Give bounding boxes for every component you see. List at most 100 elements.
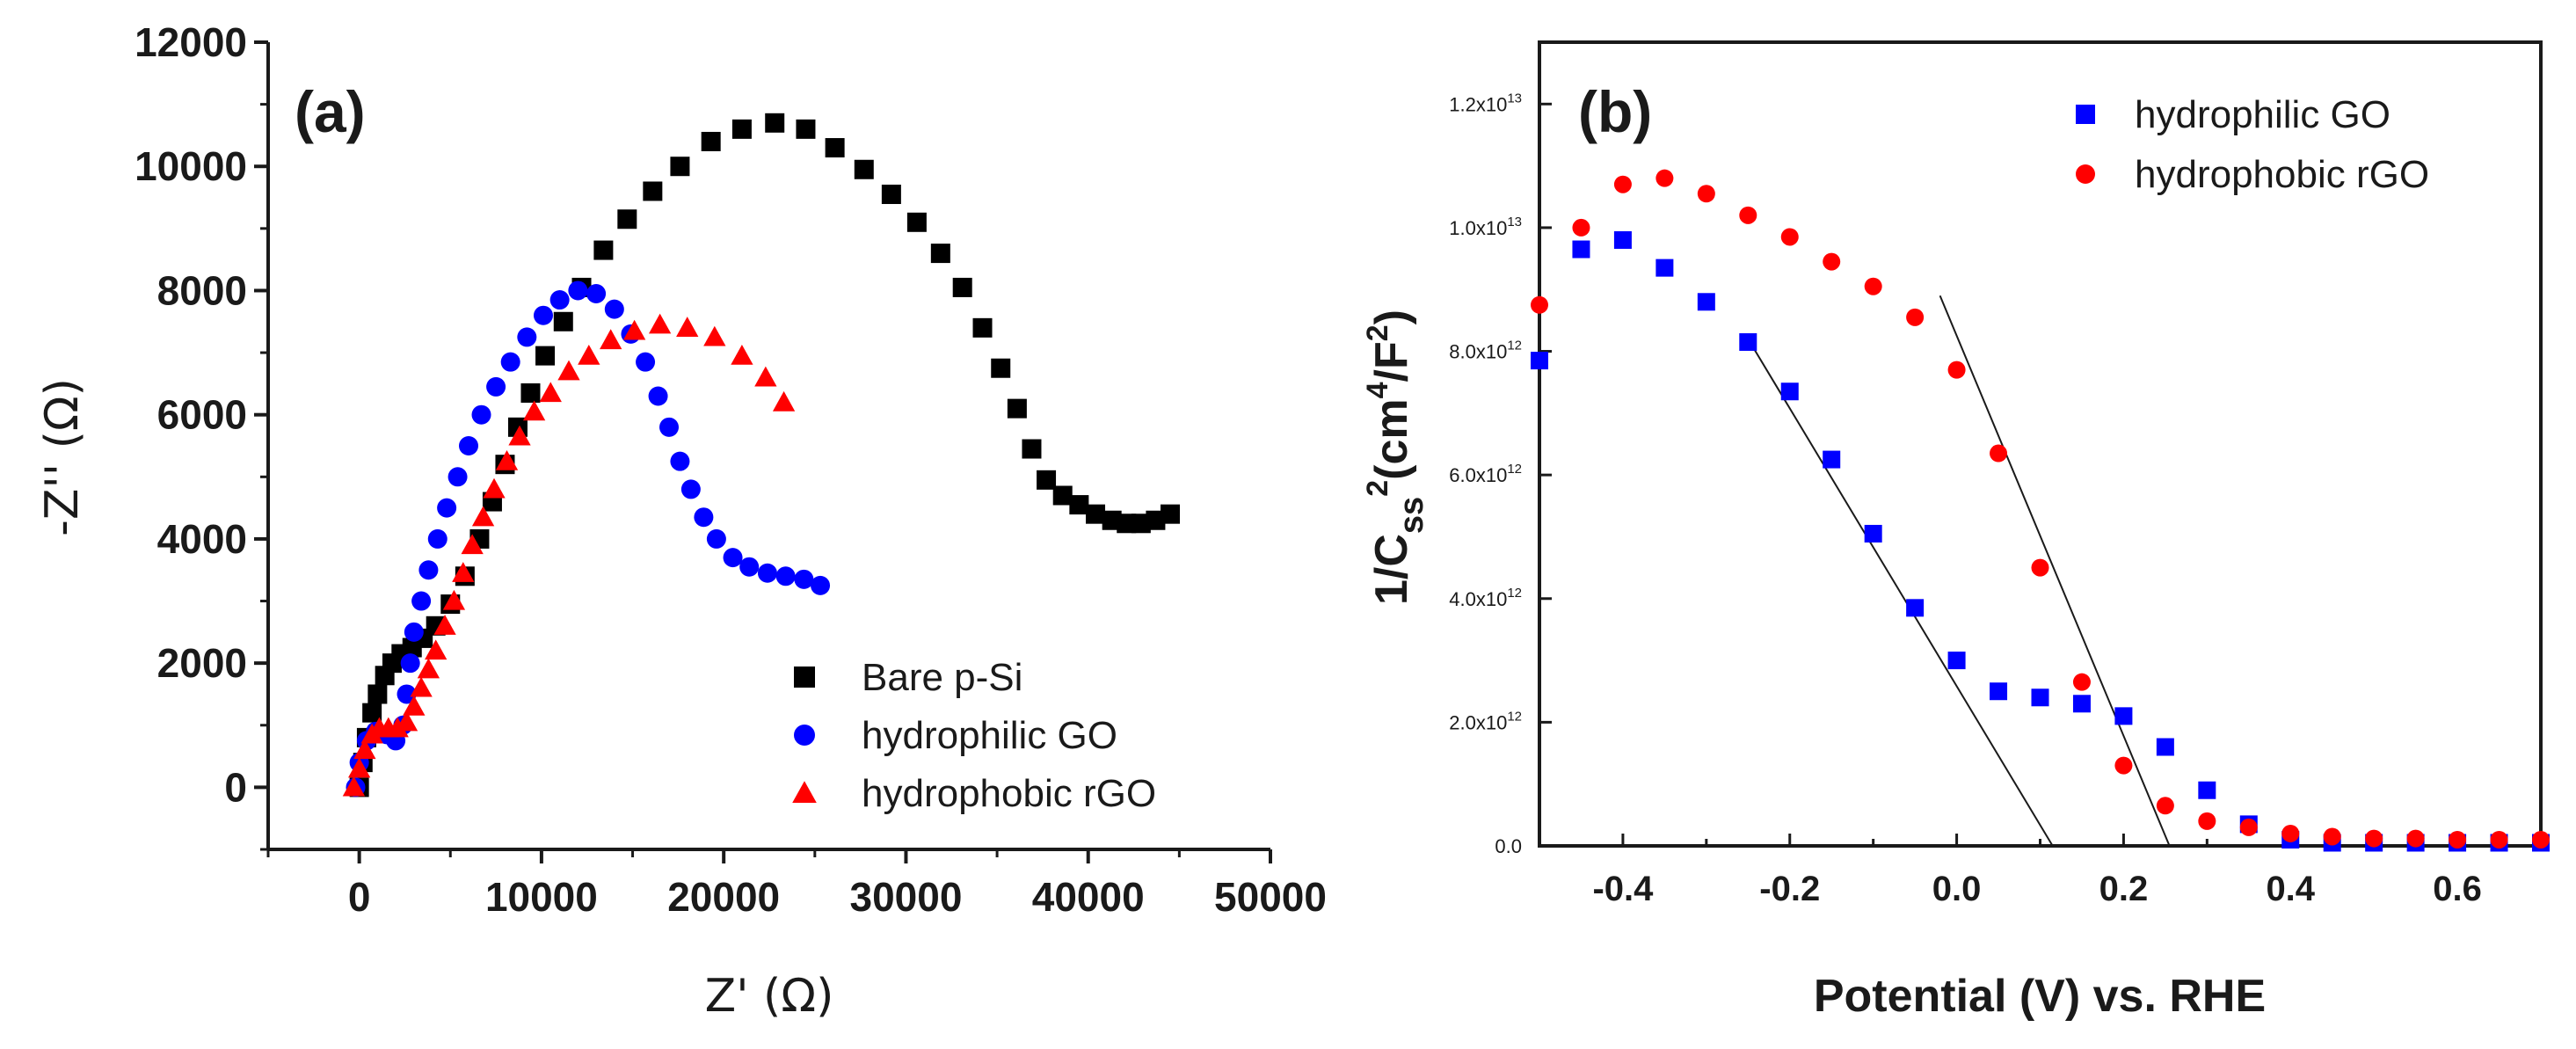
data-point xyxy=(775,566,796,586)
data-point xyxy=(794,569,814,589)
legend-marker-b xyxy=(2076,105,2095,124)
data-point xyxy=(2156,797,2174,815)
data-point xyxy=(404,622,424,642)
data-point xyxy=(1131,514,1151,534)
legend-marker-a xyxy=(794,725,815,746)
y-tick-label-b: 6.0x1012 xyxy=(1449,462,1522,486)
data-point xyxy=(648,386,668,406)
data-point xyxy=(972,317,993,338)
data-point xyxy=(2114,707,2133,725)
y-label-b-unit: (cm xyxy=(1366,398,1417,479)
data-point xyxy=(553,311,573,331)
data-point xyxy=(2239,818,2258,836)
data-point xyxy=(906,212,927,232)
data-point xyxy=(2532,830,2550,849)
y-tick-label-b: 4.0x1012 xyxy=(1449,586,1522,610)
data-point xyxy=(991,358,1011,378)
x-tick-label-b: 0.4 xyxy=(2266,870,2315,908)
legend-label-b: hydrophobic rGO xyxy=(2135,153,2429,196)
y-tick-label-a: 10000 xyxy=(135,143,247,189)
x-tick-label-a: 50000 xyxy=(1214,874,1327,920)
y-label-b-unit-rest: /F xyxy=(1366,341,1417,382)
data-point xyxy=(1739,332,1757,351)
data-point xyxy=(811,575,831,595)
data-point xyxy=(2156,738,2174,756)
data-point xyxy=(461,534,484,555)
x-tick-label-a: 10000 xyxy=(485,874,598,920)
legend-marker-a xyxy=(792,781,817,804)
data-point xyxy=(2406,829,2425,848)
data-point xyxy=(452,562,475,582)
data-point xyxy=(535,346,556,366)
data-point xyxy=(2198,781,2216,799)
data-point xyxy=(386,717,409,738)
plot-area-a xyxy=(268,42,1270,849)
data-point xyxy=(367,684,388,704)
data-point xyxy=(517,327,537,347)
series-b-1 xyxy=(1531,169,2550,849)
data-point xyxy=(557,360,580,381)
data-point xyxy=(2490,830,2508,849)
data-point xyxy=(1780,382,1799,401)
legend-label-a: hydrophilic GO xyxy=(862,714,1117,757)
data-point xyxy=(1007,398,1027,419)
data-point xyxy=(2072,695,2091,713)
fit-line xyxy=(1747,338,2054,847)
panel-label-b: (b) xyxy=(1578,79,1652,144)
data-point xyxy=(533,305,553,325)
y-tick-label-a: 6000 xyxy=(157,392,247,438)
data-point xyxy=(1697,293,1715,311)
data-point xyxy=(670,451,690,471)
data-point xyxy=(417,658,440,679)
y-tick-label-b: 8.0x1012 xyxy=(1449,339,1522,363)
data-point xyxy=(2281,824,2300,842)
data-point xyxy=(1117,514,1137,534)
y-tick-label-b: 0.0 xyxy=(1495,835,1522,857)
ticks-a: 0 10000 20000 30000 40000 50000 0 2000 4000 6000 8… xyxy=(135,19,1327,920)
data-point xyxy=(362,703,382,723)
data-point xyxy=(1823,252,1841,271)
data-point xyxy=(1069,495,1089,515)
legend-marker-b xyxy=(2076,164,2095,184)
data-point xyxy=(433,615,456,635)
data-point xyxy=(403,695,426,716)
data-point xyxy=(1780,228,1799,246)
data-point xyxy=(617,209,637,229)
data-point xyxy=(1947,361,1966,379)
data-point xyxy=(593,240,614,260)
data-point xyxy=(1739,206,1757,224)
x-tick-label-b: -0.4 xyxy=(1592,870,1654,908)
data-point xyxy=(1086,504,1106,524)
x-tick-label-a: 30000 xyxy=(849,874,962,920)
data-point xyxy=(1655,259,1674,277)
data-point xyxy=(508,425,531,446)
data-point xyxy=(448,467,468,487)
data-point xyxy=(881,185,901,205)
series-a-2 xyxy=(342,313,796,797)
data-point xyxy=(2031,688,2049,707)
data-point xyxy=(659,417,679,437)
data-point xyxy=(1037,470,1057,490)
data-point xyxy=(701,131,721,151)
data-point xyxy=(622,319,646,340)
data-point xyxy=(1161,504,1180,524)
y-label-b-unit-sup2: 2 xyxy=(1361,324,1394,341)
y-tick-label-a: 12000 xyxy=(135,19,247,65)
data-point xyxy=(400,653,420,674)
x-tick-label-a: 20000 xyxy=(667,874,780,920)
plot-area-b xyxy=(1538,40,2543,848)
y-axis-label-a: -Z'' (Ω) xyxy=(36,378,89,536)
data-point xyxy=(694,507,714,528)
data-point xyxy=(1990,682,2008,701)
data-point xyxy=(411,591,432,611)
data-point xyxy=(825,138,845,158)
panel-label-a: (a) xyxy=(295,79,366,144)
data-point xyxy=(854,159,874,179)
data-point xyxy=(500,352,520,372)
data-point xyxy=(2449,830,2467,849)
data-point xyxy=(1572,240,1590,259)
data-point xyxy=(459,436,478,455)
data-point xyxy=(2198,812,2216,830)
legend-marker-a xyxy=(794,667,815,688)
x-tick-label-b: -0.2 xyxy=(1759,870,1820,908)
